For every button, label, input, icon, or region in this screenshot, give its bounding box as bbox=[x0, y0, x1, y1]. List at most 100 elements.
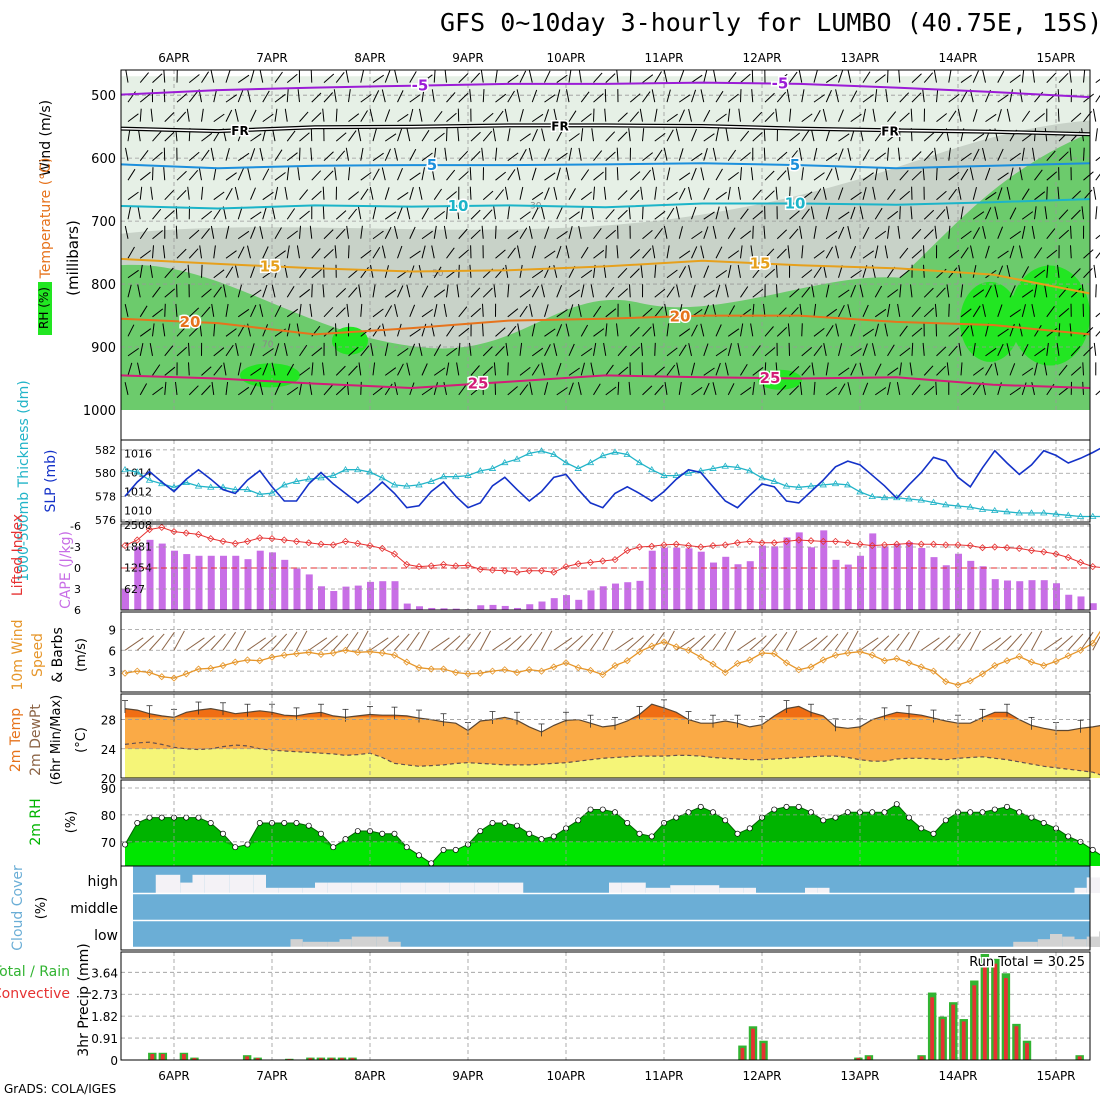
wind-barb bbox=[1083, 93, 1095, 103]
rh2m-point bbox=[318, 830, 324, 837]
cloud-clear-block bbox=[498, 882, 511, 893]
rh2m-point bbox=[452, 846, 459, 853]
wind-barb bbox=[541, 284, 545, 298]
wind-barb bbox=[1095, 252, 1100, 259]
wind-barb bbox=[164, 345, 174, 357]
wind-barb bbox=[568, 343, 575, 357]
wind-barb bbox=[421, 308, 433, 318]
wind-barb bbox=[505, 342, 509, 356]
wind-barb bbox=[642, 74, 654, 83]
thickness-point bbox=[390, 481, 399, 488]
li-point bbox=[329, 541, 337, 549]
rh2m-point bbox=[942, 817, 949, 824]
cape-bar bbox=[330, 591, 338, 610]
wind-barb bbox=[446, 325, 455, 337]
wind-speed-point bbox=[280, 651, 288, 659]
thickness-point bbox=[292, 477, 301, 484]
cloud-clear-block bbox=[315, 941, 328, 947]
wind-barb bbox=[360, 225, 363, 239]
wind-barb bbox=[822, 186, 827, 200]
wind-barb bbox=[310, 69, 313, 83]
wind-barb bbox=[727, 264, 732, 278]
wind-speed-point bbox=[954, 681, 962, 689]
wind-barb bbox=[152, 208, 162, 220]
wind-barb bbox=[286, 73, 298, 83]
wind-barb bbox=[544, 344, 551, 357]
wind-barb bbox=[262, 269, 274, 279]
wind-barb bbox=[311, 248, 321, 259]
wind-barb bbox=[911, 249, 923, 259]
wind-barb bbox=[776, 248, 787, 259]
wind-speed-point bbox=[452, 668, 460, 677]
wind-barb bbox=[666, 129, 674, 142]
wind-barb bbox=[409, 108, 414, 122]
wind-barb bbox=[1021, 188, 1030, 200]
wind-barb bbox=[617, 381, 620, 395]
wind-barb bbox=[360, 249, 372, 259]
wind-barb bbox=[654, 132, 666, 142]
wind-barb bbox=[578, 225, 582, 239]
rh2m-point bbox=[893, 801, 900, 808]
wind-barb bbox=[847, 304, 852, 317]
wind-barb bbox=[568, 225, 573, 239]
cloud-clear-block bbox=[253, 874, 266, 893]
wind-barb bbox=[616, 69, 619, 83]
li-point bbox=[280, 536, 288, 544]
wind-barb bbox=[1070, 345, 1081, 357]
wind-barb bbox=[419, 108, 423, 122]
wind-barb bbox=[262, 324, 269, 337]
thickness-point bbox=[991, 506, 999, 514]
wind-barb bbox=[1034, 169, 1043, 181]
wind-barb bbox=[568, 367, 580, 376]
wind-barb bbox=[482, 303, 484, 317]
wind-barb bbox=[946, 284, 950, 298]
wind-barb bbox=[874, 230, 887, 240]
surface-wind-barb bbox=[712, 631, 727, 651]
wind-barb bbox=[201, 385, 211, 396]
wind-barb bbox=[580, 362, 585, 376]
wind-barb bbox=[372, 152, 384, 162]
wind-speed-point bbox=[782, 659, 791, 667]
wind-barb bbox=[642, 307, 653, 318]
wind-barb bbox=[274, 93, 286, 103]
wind-barb bbox=[348, 269, 359, 279]
rh2m-point bbox=[550, 833, 557, 840]
wind-barb bbox=[801, 167, 804, 181]
rh2m-point bbox=[428, 860, 435, 867]
thickness-line bbox=[124, 450, 1100, 518]
cloud-clear-block bbox=[633, 882, 646, 893]
wind-barb bbox=[972, 227, 981, 239]
wind-barb bbox=[213, 286, 222, 298]
cloud-clear-block bbox=[168, 874, 181, 893]
wind-barb bbox=[237, 284, 242, 298]
wind-barb bbox=[1021, 266, 1030, 279]
wind-barb bbox=[456, 206, 460, 220]
wind-barb bbox=[446, 112, 457, 123]
surface-wind-barb bbox=[516, 633, 533, 651]
isotherm-label: 25 bbox=[468, 375, 489, 393]
wind-barb bbox=[237, 206, 243, 220]
wind-barb bbox=[960, 206, 964, 220]
wind-barb bbox=[470, 131, 481, 142]
wind-barb bbox=[187, 186, 190, 200]
wind-barb bbox=[850, 348, 862, 357]
wind-barb bbox=[504, 108, 509, 122]
wind-barb bbox=[213, 208, 222, 220]
wind-barb bbox=[789, 385, 800, 396]
surface-wind-barb bbox=[259, 635, 277, 651]
wind-barb bbox=[850, 363, 857, 376]
precip-tick: 2.73 bbox=[91, 988, 118, 1002]
wind-barb bbox=[823, 343, 827, 356]
wind-barb bbox=[505, 264, 509, 278]
cape-bar bbox=[477, 605, 485, 610]
isotherm-label: 20 bbox=[180, 313, 201, 331]
wind-barb bbox=[835, 245, 839, 259]
precip-convective-bar bbox=[940, 1019, 945, 1060]
cape-bar bbox=[844, 564, 852, 610]
li-point bbox=[844, 539, 852, 547]
wind-barb bbox=[617, 190, 628, 201]
precip-convective-bar bbox=[751, 1028, 755, 1060]
li-tick: -3 bbox=[70, 541, 81, 554]
thickness-point bbox=[501, 458, 509, 466]
wind-barb bbox=[397, 128, 403, 142]
